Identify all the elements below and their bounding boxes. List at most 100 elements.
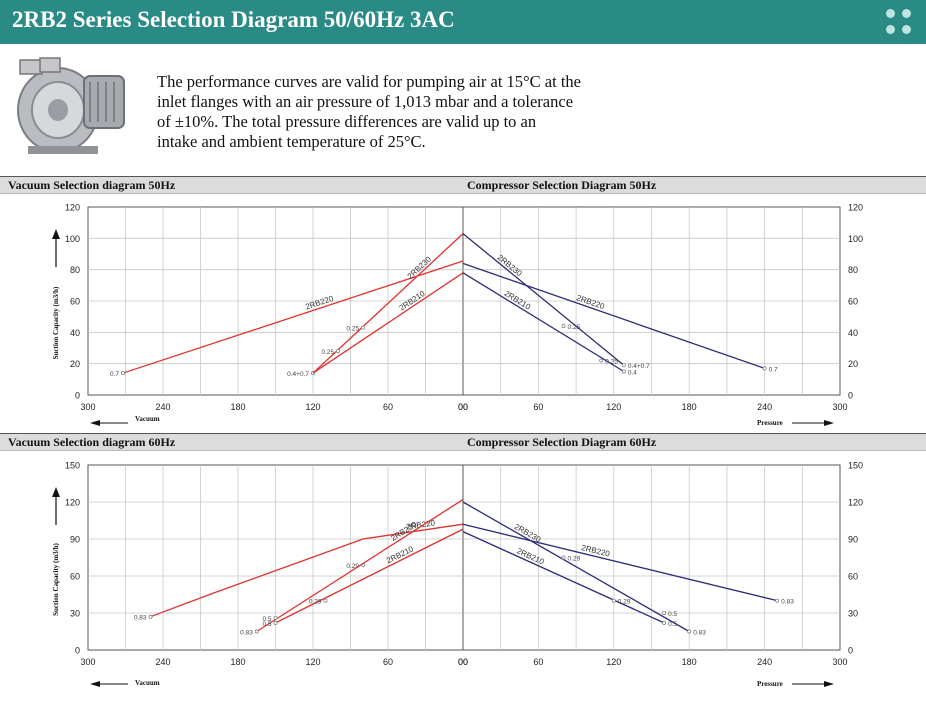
pump-icon: [17, 57, 125, 154]
data-point: [599, 358, 604, 363]
x-tick-label: 240: [155, 402, 170, 412]
x-tick-label: 240: [757, 402, 772, 412]
right-arrow-head-icon: [824, 681, 834, 687]
menu-dots-icon[interactable]: [886, 9, 912, 35]
left-arrow-head-icon: [90, 681, 100, 687]
vacuum-50hz-title: Vacuum Selection diagram 50Hz: [8, 178, 176, 192]
data-point: [621, 369, 626, 374]
intro-text: The performance curves are valid for pum…: [157, 72, 677, 152]
y-tick-label: 0: [848, 391, 853, 401]
data-point: [561, 555, 566, 560]
section-band-60hz: Vacuum Selection diagram 60Hz Compressor…: [0, 433, 926, 451]
x-tick-label: 240: [757, 657, 772, 667]
data-label: 0.4+0.7: [287, 371, 309, 378]
x-axis-label: Vacuum: [135, 415, 160, 423]
data-label: 0.29: [309, 599, 322, 606]
x-tick-label: 120: [606, 402, 621, 412]
y-axis-label: Suction Capacity (m3/h): [52, 286, 60, 359]
y-tick-label: 100: [848, 234, 863, 244]
data-point: [121, 371, 125, 376]
x-tick-label: 240: [155, 657, 170, 667]
data-point: [662, 620, 667, 625]
y-tick-label: 60: [848, 297, 858, 307]
data-label: 0.29: [346, 563, 359, 570]
y-tick-label: 90: [848, 535, 858, 545]
series-line-2rb230: [462, 233, 625, 366]
data-point: [762, 366, 767, 371]
y-tick-label: 40: [848, 328, 858, 338]
x-tick-label: 120: [305, 657, 320, 667]
y-tick-label: 80: [848, 265, 858, 275]
x-tick-label: 300: [80, 402, 95, 412]
y-tick-label: 60: [70, 572, 80, 582]
series-line-2rb210: [462, 272, 625, 373]
compressor-60hz-title: Compressor Selection Diagram 60Hz: [467, 435, 657, 449]
y-tick-label: 150: [848, 461, 863, 471]
page-title: 2RB2 Series Selection Diagram 50/60Hz 3A…: [12, 7, 455, 32]
x-tick-label: 00: [458, 402, 468, 412]
data-label: 0.5: [668, 611, 677, 618]
x-tick-label: 180: [682, 657, 697, 667]
data-label: 0.4+0.7: [628, 363, 650, 370]
series-name-label: 2RB230: [406, 254, 434, 281]
x-tick-label: 00: [458, 657, 468, 667]
data-point: [254, 629, 259, 634]
x-tick-label: 180: [230, 657, 245, 667]
y-tick-label: 30: [70, 609, 80, 619]
data-point: [775, 598, 780, 603]
up-arrow-head-icon: [52, 487, 60, 497]
y-tick-label: 120: [65, 203, 80, 213]
series-line-2rb230: [462, 501, 690, 633]
data-label: 0.5: [668, 621, 677, 628]
y-tick-label: 100: [65, 234, 80, 244]
y-tick-label: 0: [848, 646, 853, 656]
x-tick-label: 300: [832, 402, 847, 412]
series-name-label: 2RB220: [575, 293, 606, 311]
data-label: 0.25: [321, 349, 334, 356]
y-tick-label: 20: [70, 359, 80, 369]
series-line-2rb210: [462, 531, 665, 624]
data-point: [323, 598, 328, 603]
y-tick-label: 150: [65, 461, 80, 471]
data-label: 0.7: [769, 366, 778, 373]
chart-50hz: 0 20 40 60 80 100 120 300 240 180 120 60 00 Suction C…: [52, 203, 863, 427]
series-name-label: 2RB210: [515, 546, 546, 566]
page-header: 2RB2 Series Selection Diagram 50/60Hz 3A…: [0, 0, 926, 44]
data-label: 0.25: [605, 359, 618, 366]
series-line-2rb220: [122, 260, 464, 374]
data-label: 0.83: [240, 630, 253, 637]
data-label: 0.25: [568, 324, 581, 331]
data-label: 0.29: [618, 599, 631, 606]
data-point: [611, 598, 616, 603]
x-tick-label: 60: [383, 402, 393, 412]
y-tick-label: 80: [70, 265, 80, 275]
series-line-2rb220: [462, 262, 765, 369]
data-point: [662, 611, 667, 615]
data-label: 0.83: [781, 599, 794, 606]
data-label: 0.83: [134, 615, 147, 622]
x-tick-label: 180: [682, 402, 697, 412]
series-line-2rb230: [256, 498, 464, 633]
y-tick-label: 40: [70, 328, 80, 338]
y-tick-label: 0: [75, 646, 80, 656]
vacuum-60hz-title: Vacuum Selection diagram 60Hz: [8, 435, 176, 449]
data-point: [687, 629, 692, 634]
x-tick-label: 180: [230, 402, 245, 412]
data-label: 0.7: [110, 371, 119, 378]
data-point: [561, 324, 566, 329]
series-line-2rb210: [312, 272, 464, 374]
data-label: 0.4: [628, 370, 637, 377]
y-tick-label: 30: [848, 609, 858, 619]
x-axis-label: Pressure: [757, 680, 783, 688]
series-line-2rb210: [275, 528, 464, 624]
y-tick-label: 60: [70, 297, 80, 307]
data-label: 0.83: [693, 630, 706, 637]
y-tick-label: 120: [65, 498, 80, 508]
chart-0: 0 20 40 60 80 100 120 300 240 180 120 60 00 Suction C…: [52, 203, 468, 426]
data-point: [273, 615, 278, 620]
y-tick-label: 90: [70, 535, 80, 545]
y-tick-label: 0: [75, 391, 80, 401]
data-point: [621, 363, 626, 368]
data-point: [336, 349, 340, 354]
